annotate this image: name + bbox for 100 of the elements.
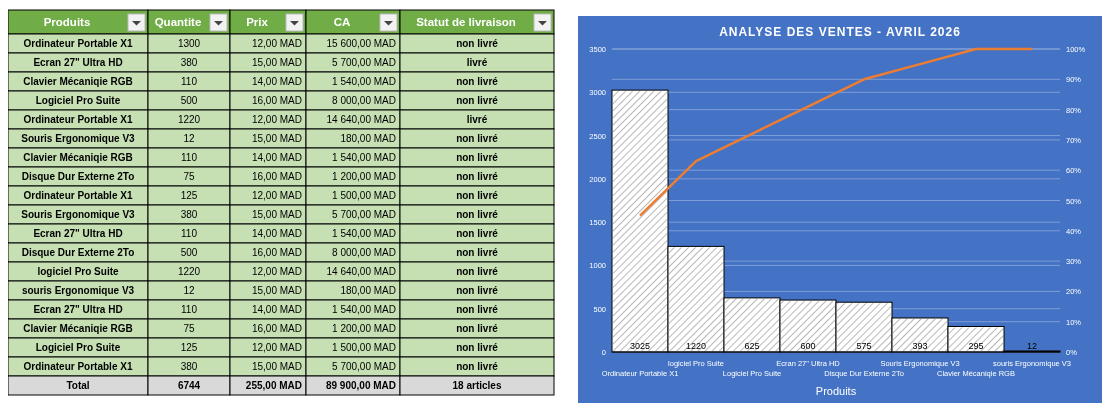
text: Ordinateur Portable X1 [23,114,133,125]
category-label: Quantite [154,16,202,28]
text: non livré [456,361,498,372]
text: 1300 [177,38,201,49]
text: 15,00 MAD [251,133,302,144]
text: 12,00 MAD [251,266,302,277]
text: 1 200,00 MAD [332,171,396,182]
text: Ecran 27" Ultra HD [33,57,123,68]
text: 14,00 MAD [251,304,302,315]
text: non livré [456,323,498,334]
category-label: CA [333,16,351,28]
text: logiciel Pro Suite [37,266,119,277]
text: 75 [183,323,195,334]
text: 380 [180,57,198,68]
data-label: 600 [800,341,816,351]
category-label: Prix [246,16,269,28]
text: 380 [180,209,198,220]
text: 255,00 MAD [245,380,302,391]
text: 6744 [177,380,201,391]
text: non livré [456,209,498,220]
text: 14,00 MAD [251,76,302,87]
text: 110 [181,304,197,315]
text: 12,00 MAD [251,114,302,125]
text: non livré [456,190,498,201]
text: 16,00 MAD [251,95,302,106]
text: 110 [181,228,197,239]
text: 500 [180,247,198,258]
text: 1 540,00 MAD [332,152,396,163]
text: souris Ergonomique V3 [21,285,135,296]
text: 125 [180,342,198,353]
text: 12,00 MAD [251,342,302,353]
text: 16,00 MAD [251,323,302,334]
text: 16,00 MAD [251,171,302,182]
text: livré [466,57,488,68]
text: Ecran 27" Ultra HD [33,228,123,239]
text: 110 [181,152,197,163]
text: 15 600,00 MAD [326,38,396,49]
text: 14 640,00 MAD [326,266,396,277]
text: 1 540,00 MAD [332,76,396,87]
text: non livré [456,152,498,163]
category-label: Statut de livraison [416,16,516,28]
text: non livré [456,95,498,106]
text: Total [66,380,90,391]
text: Ordinateur Portable X1 [23,38,133,49]
chart-title: ANALYSE DES VENTES - AVRIL 2026 [719,25,961,39]
text: 1220 [177,114,201,125]
text: 12,00 MAD [251,38,302,49]
text: non livré [456,285,498,296]
text: non livré [456,38,498,49]
text: 15,00 MAD [251,209,302,220]
category-label: Produits [43,16,91,28]
text: 15,00 MAD [251,361,302,372]
text: 125 [180,190,198,201]
text: 1 200,00 MAD [332,323,396,334]
data-label: 625 [744,341,760,351]
text: 14 640,00 MAD [326,114,396,125]
text: Clavier Mécaniqie RGB [23,152,133,163]
data-label: 12 [1026,341,1038,351]
text: non livré [456,228,498,239]
text: 1 540,00 MAD [332,304,396,315]
text: Disque Dur Externe 2To [21,247,135,258]
text: 16,00 MAD [251,247,302,258]
text: 14,00 MAD [251,152,302,163]
text: 18 articles [452,380,502,391]
text: 12 [183,133,195,144]
text: non livré [456,247,498,258]
text: 5 700,00 MAD [332,209,396,220]
text: Souris Ergonomique V3 [21,133,135,144]
text: 500 [180,95,198,106]
text: non livré [456,76,498,87]
text: 180,00 MAD [340,285,396,296]
text: non livré [456,342,498,353]
x-axis-title: Produits [815,385,857,397]
text: 1220 [177,266,201,277]
text: 12,00 MAD [251,190,302,201]
text: Clavier Mécaniqie RGB [23,76,133,87]
text: non livré [456,266,498,277]
text: 89 900,00 MAD [325,380,396,391]
text: Logiciel Pro Suite [35,95,121,106]
text: livré [466,114,488,125]
text: 14,00 MAD [251,228,302,239]
text: 15,00 MAD [251,285,302,296]
text: 1 500,00 MAD [332,342,396,353]
text: 1 540,00 MAD [332,228,396,239]
text: 8 000,00 MAD [332,95,396,106]
text: Disque Dur Externe 2To [21,171,135,182]
data-label: 393 [912,341,928,351]
text: 180,00 MAD [340,133,396,144]
text: 8 000,00 MAD [332,247,396,258]
text: Logiciel Pro Suite [35,342,121,353]
text: non livré [456,171,498,182]
text: non livré [456,304,498,315]
data-label: 575 [856,341,872,351]
text: 5 700,00 MAD [332,361,396,372]
text: Ordinateur Portable X1 [23,190,133,201]
text: 12 [183,285,195,296]
text: 5 700,00 MAD [332,57,396,68]
text: 1 500,00 MAD [332,190,396,201]
data-label: 1220 [685,341,707,351]
text: 380 [180,361,198,372]
